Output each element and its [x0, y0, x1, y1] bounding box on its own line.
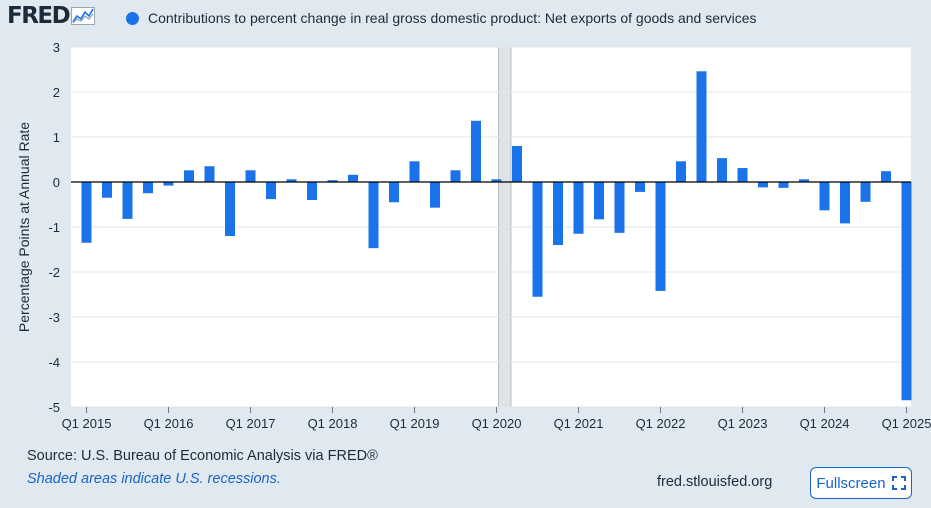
bar-2016Q4[interactable] — [225, 182, 235, 236]
bar-2019Q3[interactable] — [450, 170, 461, 182]
bar-2015Q2[interactable] — [102, 182, 112, 198]
x-axis-ticks: Q1 2015 Q1 2016 Q1 2017 Q1 2018 Q1 2019 Q1 20… — [62, 407, 931, 431]
bar-2019Q1[interactable] — [409, 161, 420, 182]
bar-2021Q4[interactable] — [635, 182, 645, 192]
fullscreen-label: Fullscreen — [816, 474, 886, 492]
x-tick-label: Q1 2023 — [718, 416, 768, 431]
y-tick-label: 1 — [53, 130, 60, 145]
site-url[interactable]: fred.stlouisfed.org — [657, 474, 773, 490]
x-tick-label: Q1 2024 — [800, 416, 850, 431]
bar-2022Q4[interactable] — [717, 158, 727, 182]
bar-2025Q1[interactable] — [901, 182, 912, 401]
bar-2017Q2[interactable] — [266, 182, 276, 200]
bar-2021Q3[interactable] — [614, 182, 625, 233]
y-tick-label: -4 — [48, 355, 60, 370]
y-tick-label: -5 — [48, 400, 60, 415]
logo-graph-icon — [71, 7, 96, 25]
fred-logo[interactable]: FRED — [7, 3, 96, 29]
bar-2015Q1[interactable] — [81, 182, 92, 243]
bar-2024Q3[interactable] — [860, 182, 871, 202]
bar-2018Q1[interactable] — [327, 180, 338, 182]
x-tick-label: Q1 2015 — [62, 416, 112, 431]
bar-2020Q1[interactable] — [491, 179, 502, 182]
bar-2022Q1[interactable] — [655, 182, 666, 291]
y-axis-ticks: 3 2 1 0 -1 -2 -3 -4 -5 — [48, 40, 60, 415]
legend-marker — [126, 11, 139, 25]
bar-2023Q1[interactable] — [737, 168, 748, 182]
bar-2023Q4[interactable] — [799, 179, 809, 182]
fullscreen-icon — [891, 476, 906, 490]
bar-2019Q4[interactable] — [471, 120, 481, 182]
bar-2017Q3[interactable] — [286, 179, 297, 182]
y-tick-label: 0 — [53, 175, 60, 190]
bar-2018Q4[interactable] — [389, 182, 399, 203]
bar-2016Q3[interactable] — [204, 166, 215, 182]
bar-2015Q3[interactable] — [122, 182, 133, 219]
bar-2021Q2[interactable] — [594, 182, 604, 220]
bar-2016Q1[interactable] — [163, 182, 174, 186]
x-tick-label: Q1 2016 — [144, 416, 194, 431]
bar-2024Q4[interactable] — [881, 171, 891, 182]
source-note: Source: U.S. Bureau of Economic Analysis… — [27, 448, 378, 464]
bar-2020Q3[interactable] — [532, 182, 543, 297]
legend-label: Contributions to percent change in real … — [148, 10, 757, 26]
y-tick-label: -3 — [48, 310, 60, 325]
bar-2022Q2[interactable] — [676, 161, 686, 182]
fullscreen-button[interactable]: Fullscreen — [810, 467, 912, 499]
recession-note: Shaded areas indicate U.S. recessions. — [27, 471, 281, 487]
x-tick-label: Q1 2017 — [226, 416, 276, 431]
y-axis-label: Percentage Points at Annual Rate — [16, 122, 32, 332]
bar-2020Q4[interactable] — [553, 182, 563, 245]
bar-2024Q1[interactable] — [819, 182, 830, 211]
bar-2015Q4[interactable] — [143, 182, 153, 194]
x-tick-label: Q1 2022 — [636, 416, 686, 431]
x-tick-label: Q1 2021 — [554, 416, 604, 431]
bar-2023Q2[interactable] — [758, 182, 768, 188]
bar-2023Q3[interactable] — [778, 182, 789, 188]
logo-text: FRED — [7, 3, 71, 29]
grid-lines — [71, 46, 911, 408]
chart-legend: Contributions to percent change in real … — [126, 10, 757, 26]
bar-series[interactable] — [81, 71, 912, 401]
bar-2020Q2[interactable] — [512, 146, 522, 182]
y-tick-label: 3 — [53, 40, 60, 55]
bar-2019Q2[interactable] — [430, 182, 440, 208]
bar-2016Q2[interactable] — [184, 170, 194, 182]
bar-2017Q4[interactable] — [307, 182, 317, 200]
y-tick-label: -2 — [48, 265, 60, 280]
bar-2017Q1[interactable] — [245, 170, 256, 182]
bar-2018Q3[interactable] — [368, 182, 379, 249]
bar-2022Q3[interactable] — [696, 71, 707, 182]
bar-2024Q2[interactable] — [840, 182, 850, 224]
chart-header: FRED Contributions to percent change in … — [0, 0, 931, 36]
bar-2018Q2[interactable] — [348, 174, 358, 182]
y-tick-label: 2 — [53, 85, 60, 100]
bar-2021Q1[interactable] — [573, 182, 584, 234]
y-tick-label: -1 — [48, 220, 60, 235]
x-tick-label: Q1 2018 — [308, 416, 358, 431]
x-tick-label: Q1 2020 — [472, 416, 522, 431]
x-tick-label: Q1 2019 — [390, 416, 440, 431]
x-tick-label: Q1 2025 — [882, 416, 931, 431]
